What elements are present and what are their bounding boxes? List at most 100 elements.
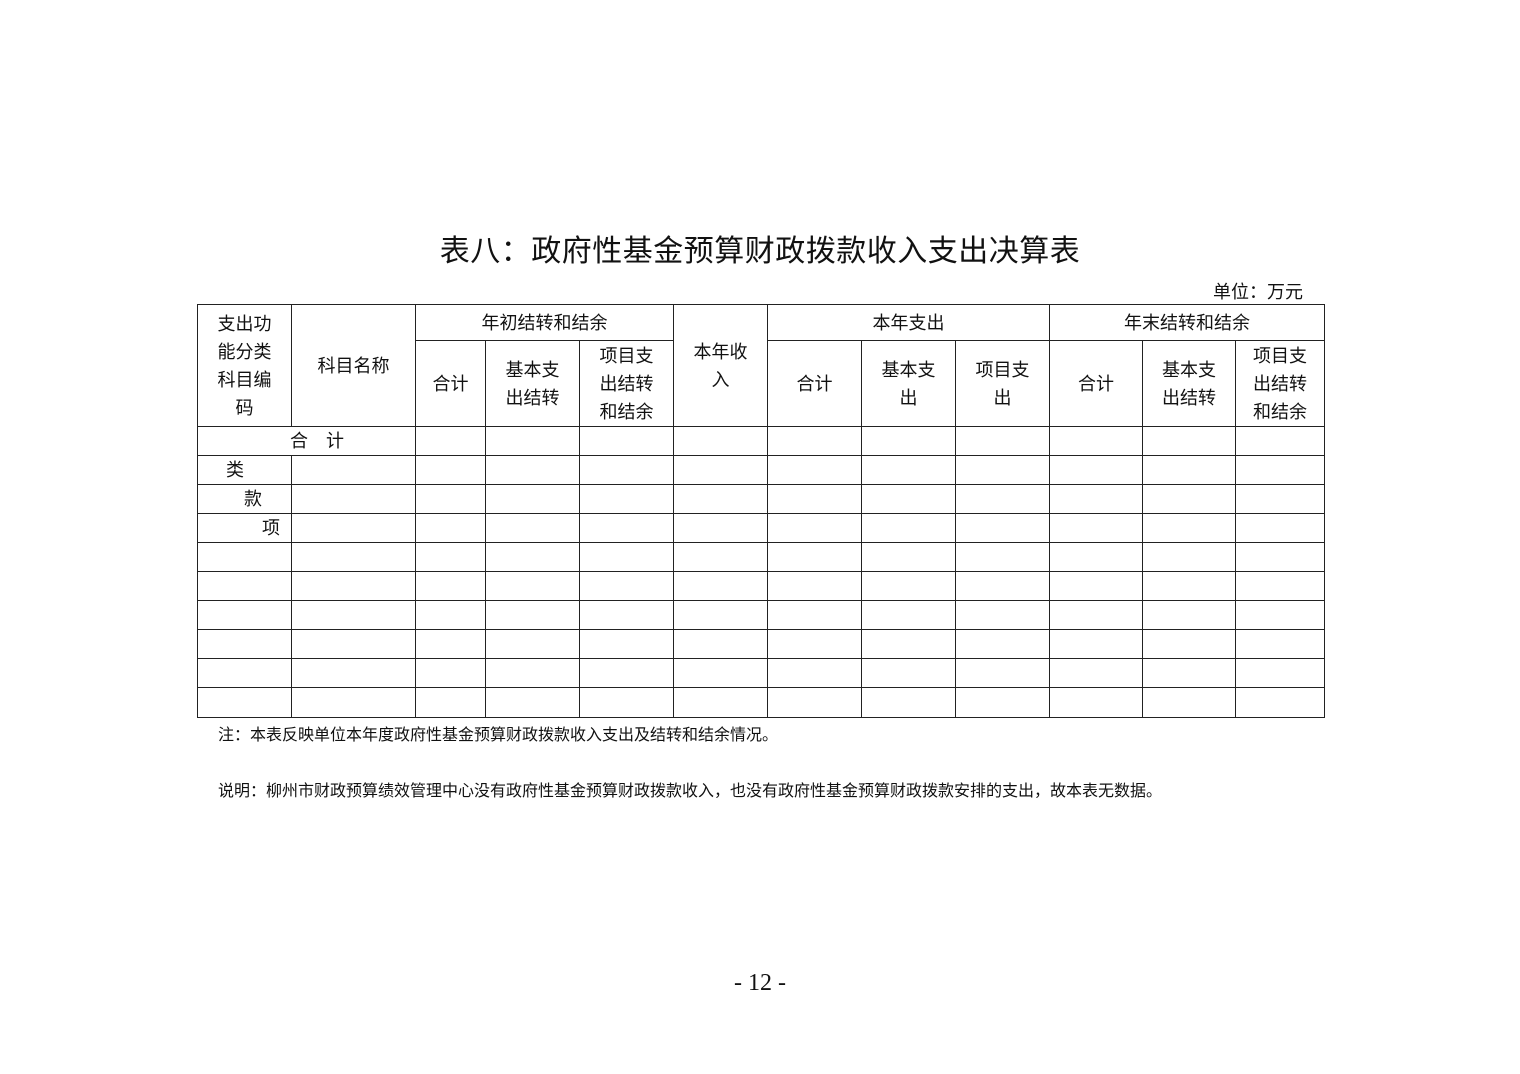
table-row: 类: [197, 455, 1326, 485]
empty-cell: [861, 658, 957, 688]
header-income: 本年收 入: [673, 304, 769, 427]
empty-cell: [1235, 687, 1326, 718]
empty-cell: [291, 600, 416, 630]
empty-cell: [578, 687, 675, 718]
empty-cell: [673, 600, 769, 630]
table-note: 注：本表反映单位本年度政府性基金预算财政拨款收入支出及结转和结余情况。: [218, 727, 779, 744]
header-end-balance: 年末结转和结余: [1049, 304, 1326, 341]
empty-cell: [1235, 571, 1326, 601]
empty-cell: [291, 513, 416, 543]
subheader-cell: 项目支 出: [955, 340, 1051, 427]
empty-cell: [767, 629, 863, 659]
empty-cell: [1235, 629, 1326, 659]
empty-cell: [415, 513, 486, 543]
table-row: [197, 629, 1326, 659]
header-row: 支出功 能分类 科目编 码 科目名称 年初结转和结余 本年收 入 本年支出 年末…: [197, 304, 1326, 427]
empty-cell: [485, 571, 580, 601]
empty-cell: [673, 629, 769, 659]
table-row: 项: [197, 513, 1326, 543]
empty-cell: [578, 600, 675, 630]
header-begin-balance: 年初结转和结余: [414, 304, 675, 341]
empty-cell: [1142, 600, 1237, 630]
table-row: [197, 658, 1326, 688]
empty-cell: [1235, 426, 1326, 456]
empty-cell: [578, 542, 675, 572]
empty-cell: [415, 687, 486, 718]
budget-table: 支出功 能分类 科目编 码 科目名称 年初结转和结余 本年收 入 本年支出 年末…: [197, 304, 1326, 718]
empty-cell: [955, 658, 1051, 688]
empty-cell: [1235, 513, 1326, 543]
empty-cell: [578, 484, 675, 514]
empty-cell: [955, 542, 1051, 572]
empty-cell: [1049, 571, 1144, 601]
empty-cell: [767, 513, 863, 543]
empty-cell: [673, 542, 769, 572]
empty-cell: [767, 484, 863, 514]
empty-cell: [955, 484, 1051, 514]
subheader-cell: 基本支 出: [861, 340, 957, 427]
empty-cell: [861, 484, 957, 514]
subheader-cell: 项目支 出结转 和结余: [578, 340, 675, 427]
empty-cell: [1235, 658, 1326, 688]
empty-cell: [673, 455, 769, 485]
empty-cell: [1142, 484, 1237, 514]
empty-cell: [861, 426, 957, 456]
unit-label: 单位：万元: [1213, 282, 1303, 302]
header-name: 科目名称: [291, 304, 416, 427]
table-row: [197, 542, 1326, 572]
empty-cell: [1049, 600, 1144, 630]
empty-cell: [485, 426, 580, 456]
empty-cell: [485, 629, 580, 659]
empty-cell: [197, 600, 292, 630]
empty-cell: [485, 455, 580, 485]
empty-cell: [291, 542, 416, 572]
empty-cell: [861, 687, 957, 718]
empty-cell: [955, 426, 1051, 456]
empty-cell: [767, 658, 863, 688]
level-label: 类: [197, 455, 292, 485]
empty-cell: [485, 484, 580, 514]
empty-cell: [578, 426, 675, 456]
empty-cell: [485, 658, 580, 688]
empty-cell: [1142, 455, 1237, 485]
empty-cell: [291, 658, 416, 688]
empty-cell: [767, 600, 863, 630]
subheader-row: 合计 基本支 出结转 项目支 出结转 和结余 合计 基本支 出 项目支 出 合计…: [198, 340, 1326, 427]
empty-cell: [197, 658, 292, 688]
empty-cell: [415, 658, 486, 688]
empty-cell: [485, 513, 580, 543]
empty-cell: [197, 629, 292, 659]
empty-cell: [1049, 484, 1144, 514]
empty-cell: [1142, 687, 1237, 718]
empty-cell: [415, 571, 486, 601]
table-row: [197, 600, 1326, 630]
empty-cell: [955, 687, 1051, 718]
empty-cell: [1142, 542, 1237, 572]
page-title: 表八：政府性基金预算财政拨款收入支出决算表: [439, 234, 1081, 269]
empty-cell: [767, 455, 863, 485]
empty-cell: [291, 455, 416, 485]
table-row: [197, 687, 1326, 718]
empty-cell: [578, 629, 675, 659]
empty-cell: [291, 687, 416, 718]
empty-cell: [1142, 513, 1237, 543]
subheader-cell: 合计: [767, 340, 863, 427]
empty-cell: [673, 687, 769, 718]
empty-cell: [197, 687, 292, 718]
empty-cell: [1049, 658, 1144, 688]
empty-cell: [861, 513, 957, 543]
total-row: 合 计: [197, 426, 1326, 456]
empty-cell: [1142, 658, 1237, 688]
empty-cell: [415, 629, 486, 659]
empty-cell: [861, 542, 957, 572]
empty-cell: [955, 600, 1051, 630]
subheader-cell: 合计: [415, 340, 486, 427]
empty-cell: [1235, 600, 1326, 630]
empty-cell: [415, 542, 486, 572]
page-number: - 12 -: [734, 970, 786, 996]
empty-cell: [415, 455, 486, 485]
subheader-cell: 基本支 出结转: [1142, 340, 1237, 427]
subheader-cell: 合计: [1049, 340, 1144, 427]
empty-cell: [485, 542, 580, 572]
empty-cell: [1235, 542, 1326, 572]
